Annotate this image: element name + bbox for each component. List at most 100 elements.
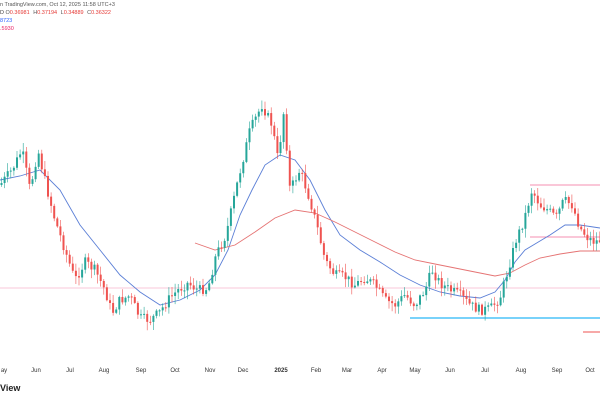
- candle: [539, 197, 542, 209]
- candle: [37, 149, 40, 170]
- x-tick-label: Sep: [552, 368, 563, 374]
- x-tick-label: Jun: [445, 368, 455, 374]
- candle: [589, 231, 592, 246]
- candle: [239, 168, 242, 188]
- candle: [443, 281, 446, 296]
- ohlc-open-value: 0.36981: [9, 10, 30, 16]
- x-tick-label: May: [409, 368, 420, 374]
- candle: [264, 101, 266, 120]
- candle: [65, 245, 68, 263]
- candle: [515, 238, 518, 253]
- candle: [341, 267, 344, 277]
- candle: [428, 265, 431, 291]
- candle: [161, 303, 164, 316]
- candle: [490, 298, 493, 307]
- candle: [453, 283, 456, 296]
- x-tick-label: Dec: [238, 368, 249, 374]
- candle: [183, 284, 186, 299]
- candle: [158, 309, 161, 317]
- candle: [164, 302, 167, 312]
- ohlc-low-value: 0.34889: [63, 10, 84, 16]
- candle: [205, 287, 208, 297]
- candle: [555, 209, 558, 219]
- candle: [524, 205, 527, 238]
- candle: [155, 309, 158, 319]
- candle: [471, 301, 474, 311]
- candle: [223, 238, 226, 252]
- candle: [431, 265, 434, 275]
- candle: [313, 208, 316, 219]
- candle: [450, 281, 452, 298]
- candle: [295, 175, 297, 186]
- candle: [372, 276, 375, 285]
- candle: [577, 208, 580, 230]
- candle: [527, 203, 530, 217]
- candle: [301, 168, 304, 182]
- candle: [533, 190, 536, 204]
- candle: [99, 266, 102, 287]
- candle: [549, 204, 552, 213]
- candle: [291, 176, 294, 194]
- candle: [19, 149, 22, 160]
- candle: [481, 303, 483, 316]
- candle: [388, 293, 390, 309]
- candle: [93, 260, 96, 276]
- candle: [84, 253, 87, 274]
- candle: [31, 175, 34, 187]
- candle: [229, 206, 232, 231]
- candle: [310, 195, 313, 213]
- candle: [543, 198, 545, 213]
- candle: [68, 250, 71, 267]
- candle: [96, 262, 99, 284]
- x-tick-label: Mar: [342, 368, 352, 374]
- candle: [394, 299, 397, 314]
- candle: [546, 204, 549, 215]
- candle: [592, 229, 595, 251]
- candle: [257, 108, 260, 123]
- candle: [276, 127, 279, 160]
- candle: [195, 280, 198, 297]
- candle: [474, 296, 477, 313]
- candle: [375, 274, 378, 297]
- candle: [397, 298, 400, 314]
- candle: [245, 138, 248, 164]
- candle: [366, 274, 369, 285]
- candle: [425, 281, 428, 301]
- candle: [437, 274, 440, 285]
- candle: [338, 264, 341, 273]
- x-tick-label: ay: [1, 368, 7, 374]
- candle: [226, 217, 229, 247]
- candle: [536, 187, 539, 211]
- candle: [440, 271, 443, 297]
- candle: [521, 227, 524, 234]
- x-tick-label: Jul: [481, 368, 489, 374]
- candle: [47, 171, 49, 200]
- candle: [357, 275, 359, 288]
- candle: [499, 290, 502, 307]
- candle: [0, 177, 3, 187]
- candle: [121, 289, 124, 305]
- ohlc-readout: D O0.36981 H0.37194 L0.34889 C0.36322: [0, 10, 113, 17]
- candle: [316, 205, 319, 235]
- candle: [171, 287, 173, 303]
- candle: [279, 135, 282, 157]
- candle: [462, 287, 465, 305]
- candle: [304, 164, 307, 194]
- candle: [465, 289, 468, 305]
- x-axis-labels: ay Jun Jul Aug Sep Oct Nov Dec 2025 Feb Mar Apr May J…: [1, 368, 595, 374]
- candlesticks: [0, 100, 600, 331]
- candle: [586, 228, 589, 249]
- candle: [326, 251, 328, 267]
- candle: [285, 108, 288, 155]
- candle: [459, 280, 462, 297]
- candle: [422, 291, 425, 297]
- chart-source-caption: n TradingView.com, Oct 12, 2025 11:58 UT…: [0, 2, 115, 8]
- candle: [53, 203, 56, 222]
- candle: [273, 121, 276, 140]
- candle: [6, 163, 9, 183]
- x-tick-label: Aug: [516, 368, 527, 374]
- candle: [217, 240, 220, 260]
- candle: [115, 307, 118, 315]
- candle: [251, 114, 254, 132]
